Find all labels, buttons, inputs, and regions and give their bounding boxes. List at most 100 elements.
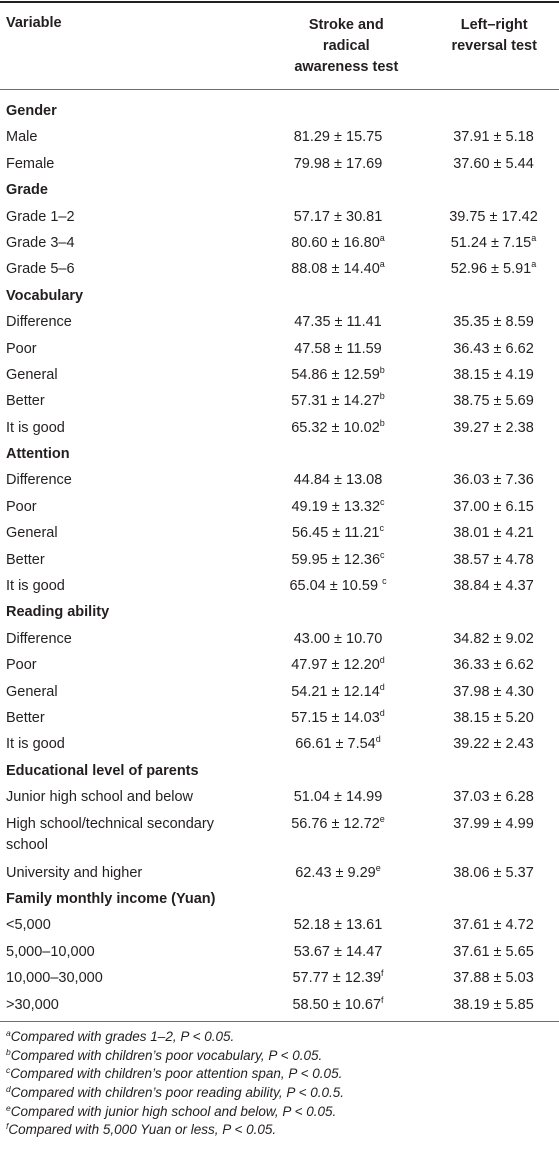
left-right-value: 34.82 ± 9.02: [453, 630, 534, 647]
left-right-value-cell: 37.03 ± 6.28: [428, 787, 559, 808]
table-row: General 56.45 ± 11.21c 38.01 ± 4.21: [0, 523, 559, 549]
row-label: Grade 5–6: [6, 261, 75, 278]
footnote-mark: a: [6, 1027, 11, 1038]
group-label: Reading ability: [6, 604, 110, 621]
left-right-value-cell: 37.61 ± 5.65: [428, 942, 559, 963]
row-label: Better: [6, 551, 45, 568]
row-label: >30,000: [6, 996, 59, 1013]
table-header: Variable Stroke and radical awareness te…: [0, 3, 559, 89]
table-row: Better 57.31 ± 14.27b 38.75 ± 5.69: [0, 391, 559, 417]
table-row: 10,000–30,000 57.77 ± 12.39f 37.88 ± 5.03: [0, 968, 559, 994]
stroke-radical-value: 43.00 ± 10.70: [293, 630, 383, 647]
footnotes: aCompared with grades 1–2, P < 0.05. bCom…: [0, 1022, 559, 1140]
significance-mark: d: [375, 734, 381, 745]
table-row: 5,000–10,000 53.67 ± 14.47 37.61 ± 5.65: [0, 942, 559, 968]
footnote: bCompared with children’s poor vocabular…: [6, 1047, 559, 1066]
left-right-value: 37.60 ± 5.44: [453, 155, 534, 172]
row-label: Grade 1–2: [6, 208, 75, 225]
group-label: Gender: [6, 103, 57, 119]
table-row: Difference 47.35 ± 11.41 35.35 ± 8.59: [0, 312, 559, 338]
stroke-radical-value-cell: 57.77 ± 12.39f: [248, 968, 428, 989]
header-rule: [0, 89, 559, 90]
left-right-value-cell: 35.35 ± 8.59: [428, 312, 559, 333]
header-stroke-line-2: radical: [322, 38, 370, 54]
footnote-mark: c: [6, 1065, 11, 1076]
table-row: <5,000 52.18 ± 13.61 37.61 ± 4.72: [0, 915, 559, 941]
stroke-radical-value: 44.84 ± 13.08: [293, 472, 383, 489]
stroke-radical-value: 49.19 ± 13.32: [291, 498, 381, 515]
stroke-radical-value-cell: 62.43 ± 9.29e: [248, 863, 428, 884]
significance-mark: b: [379, 364, 385, 375]
left-right-value-cell: 36.33 ± 6.62: [428, 655, 559, 676]
left-right-value-cell: 37.00 ± 6.15: [428, 497, 559, 518]
left-right-value-cell: 36.03 ± 7.36: [428, 470, 559, 491]
stroke-radical-value: 47.35 ± 11.41: [294, 314, 382, 331]
header-variable: Variable: [6, 15, 62, 31]
significance-mark: b: [379, 417, 385, 428]
group-row: Gender: [0, 101, 559, 127]
stroke-radical-value-cell: 49.19 ± 13.32c: [248, 497, 428, 518]
group-row: Family monthly income (Yuan): [0, 889, 559, 915]
stroke-radical-value-cell: 47.97 ± 12.20d: [248, 655, 428, 676]
stroke-radical-value-cell: 44.84 ± 13.08: [248, 470, 428, 491]
footnote-text: Compared with junior high school and bel…: [10, 1103, 337, 1119]
footnote-text: Compared with children’s poor attention …: [10, 1066, 343, 1082]
significance-mark: c: [380, 496, 385, 507]
stroke-radical-value: 65.32 ± 10.02: [291, 419, 380, 436]
stroke-radical-value: 53.67 ± 14.47: [293, 943, 383, 960]
row-label: It is good: [6, 736, 65, 753]
stroke-radical-value-cell: 54.21 ± 12.14d: [248, 682, 428, 703]
footnote-mark: b: [6, 1046, 11, 1057]
table-row: It is good 66.61 ± 7.54d 39.22 ± 2.43: [0, 734, 559, 760]
stroke-radical-value-cell: 57.17 ± 30.81: [248, 207, 428, 228]
table-row: It is good 65.32 ± 10.02b 39.27 ± 2.38: [0, 418, 559, 444]
row-label: General: [6, 683, 58, 700]
left-right-value: 38.06 ± 5.37: [453, 864, 534, 881]
stroke-radical-value-cell: 65.04 ± 10.59 c: [248, 576, 428, 597]
significance-mark: d: [379, 681, 385, 692]
header-left-right: Left–right reversal test: [429, 15, 559, 89]
stroke-radical-value: 80.60 ± 16.80: [291, 234, 380, 251]
stroke-radical-value: 47.58 ± 11.59: [294, 340, 382, 357]
left-right-value: 36.03 ± 7.36: [453, 472, 534, 489]
left-right-value: 37.99 ± 4.99: [453, 815, 534, 832]
significance-mark: d: [379, 655, 385, 666]
left-right-value-cell: 37.98 ± 4.30: [428, 682, 559, 703]
stroke-radical-value: 57.77 ± 12.39: [292, 970, 382, 987]
left-right-value: 38.19 ± 5.85: [453, 996, 534, 1013]
significance-mark: a: [531, 259, 537, 270]
left-right-value: 38.75 ± 5.69: [453, 393, 534, 410]
left-right-value: 37.98 ± 4.30: [453, 683, 534, 700]
left-right-value-cell: 34.82 ± 9.02: [428, 629, 559, 650]
group-label: Educational level of parents: [6, 762, 199, 779]
left-right-value: 36.43 ± 6.62: [453, 340, 534, 357]
left-right-value-cell: 39.22 ± 2.43: [428, 734, 559, 755]
left-right-value-cell: 38.15 ± 4.19: [428, 365, 559, 386]
table-row: Grade 1–2 57.17 ± 30.81 39.75 ± 17.42: [0, 207, 559, 233]
significance-mark: c: [380, 549, 385, 560]
stroke-radical-value: 54.86 ± 12.59: [291, 366, 380, 383]
stroke-radical-value-cell: 56.45 ± 11.21c: [248, 523, 428, 544]
footnote-mark: d: [6, 1084, 11, 1094]
left-right-value: 37.00 ± 6.15: [453, 498, 534, 515]
left-right-value-cell: 39.75 ± 17.42: [428, 207, 559, 228]
group-row: Educational level of parents: [0, 761, 559, 787]
stroke-radical-value-cell: 65.32 ± 10.02b: [248, 418, 428, 439]
group-label: Attention: [6, 446, 70, 463]
header-stroke-radical: Stroke and radical awareness test: [263, 15, 429, 89]
left-right-value-cell: 51.24 ± 7.15a: [428, 233, 559, 254]
row-label: Difference: [6, 630, 72, 647]
stroke-radical-value: 81.29 ± 15.75: [293, 129, 383, 146]
footnote-mark: f: [6, 1121, 9, 1132]
group-label: Vocabulary: [6, 287, 84, 304]
table-body: Gender Male 81.29 ± 15.75 37.91 ± 5.18 Femal…: [0, 90, 559, 1021]
table-row: Difference 44.84 ± 13.08 36.03 ± 7.36: [0, 470, 559, 496]
row-label: Difference: [6, 314, 72, 331]
row-label: Male: [6, 129, 38, 146]
header-stroke-line-1: Stroke and: [308, 17, 384, 33]
row-label: <5,000: [6, 917, 51, 934]
left-right-value-cell: 37.88 ± 5.03: [428, 968, 559, 989]
stroke-radical-value: 56.76 ± 12.72: [291, 815, 380, 832]
footnote-text: Compared with children’s poor reading ab…: [10, 1085, 345, 1100]
left-right-value: 38.57 ± 4.78: [453, 551, 534, 568]
